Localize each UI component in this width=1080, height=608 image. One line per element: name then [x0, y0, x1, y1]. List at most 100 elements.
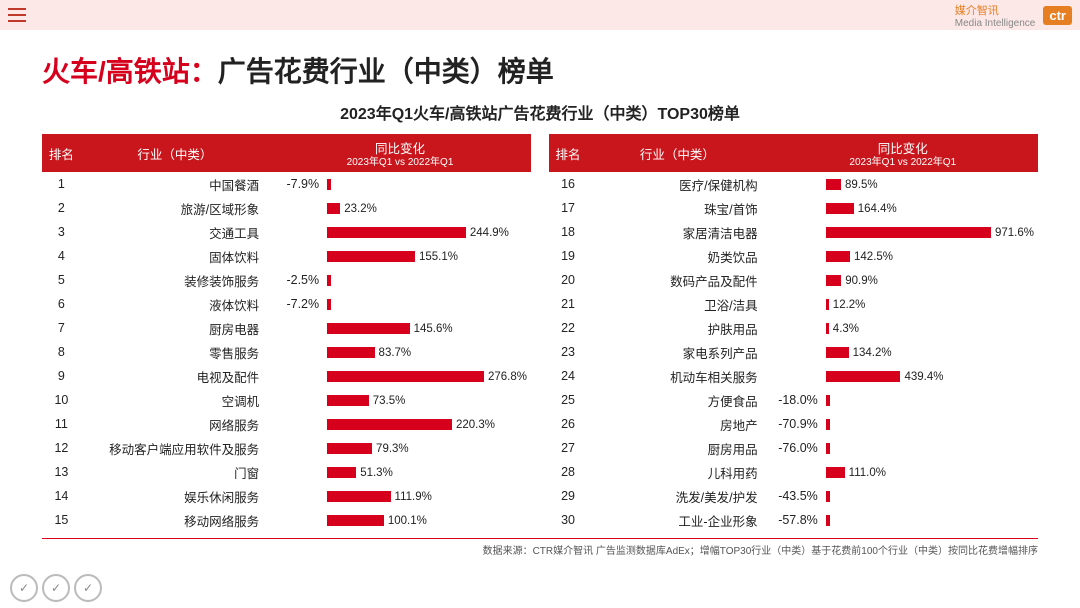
table-row: 15移动网络服务100.1% [42, 508, 531, 532]
table-row: 4固体饮料155.1% [42, 244, 531, 268]
neg-label-cell [269, 340, 323, 364]
bar-label: 89.5% [845, 179, 878, 191]
neg-label-cell [269, 436, 323, 460]
neg-marker [327, 179, 331, 190]
industry-cell: 移动网络服务 [81, 508, 269, 532]
bar-fill [826, 179, 841, 190]
industry-cell: 电视及配件 [81, 364, 269, 388]
bar-cell: 142.5% [822, 244, 1038, 268]
bar-cell: 145.6% [323, 316, 531, 340]
col-rank: 排名 [42, 134, 81, 172]
table-row: 12移动客户端应用软件及服务79.3% [42, 436, 531, 460]
right-table: 排名 行业（中类） 同比变化 2023年Q1 vs 2022年Q1 16医疗/保… [549, 134, 1038, 532]
table-row: 25方便食品-18.0% [549, 388, 1038, 412]
bar-label: 90.9% [845, 275, 878, 287]
bar-cell: 51.3% [323, 460, 531, 484]
rank-cell: 16 [549, 172, 587, 196]
brand: 媒介智讯 Media Intelligence ctr [955, 2, 1072, 29]
rank-cell: 14 [42, 484, 81, 508]
bar-fill [826, 203, 854, 214]
neg-label-cell [768, 244, 822, 268]
table-row: 23家电系列产品134.2% [549, 340, 1038, 364]
bar-cell: 155.1% [323, 244, 531, 268]
industry-cell: 空调机 [81, 388, 269, 412]
neg-label-cell [768, 460, 822, 484]
rank-cell: 27 [549, 436, 587, 460]
rank-cell: 30 [549, 508, 587, 532]
sgs-badge-icon [10, 574, 38, 602]
neg-label-cell [768, 220, 822, 244]
industry-cell: 娱乐休闲服务 [81, 484, 269, 508]
bar-fill [826, 347, 849, 358]
bar-fill [327, 227, 466, 238]
page-title: 火车/高铁站：广告花费行业（中类）榜单 [42, 50, 1038, 90]
table-row: 16医疗/保健机构89.5% [549, 172, 1038, 196]
neg-label-cell [269, 508, 323, 532]
neg-label-cell: -18.0% [768, 388, 822, 412]
bar-fill [826, 251, 850, 262]
bar-label: 79.3% [376, 443, 409, 455]
table-row: 28儿科用药111.0% [549, 460, 1038, 484]
neg-label-cell [768, 292, 822, 316]
bar-label: 111.0% [849, 467, 886, 479]
bar-label: 244.9% [470, 227, 509, 239]
left-table: 排名 行业（中类） 同比变化 2023年Q1 vs 2022年Q1 1中国餐酒-… [42, 134, 531, 532]
bar-cell: 134.2% [822, 340, 1038, 364]
rank-cell: 21 [549, 292, 587, 316]
industry-cell: 网络服务 [81, 412, 269, 436]
bar-fill [327, 395, 369, 406]
bar-label: 83.7% [379, 347, 412, 359]
neg-marker [826, 515, 830, 526]
title-prefix: 火车/高铁站： [42, 56, 218, 87]
table-row: 1中国餐酒-7.9% [42, 172, 531, 196]
table-row: 30工业-企业形象-57.8% [549, 508, 1038, 532]
bar-label: 12.2% [833, 299, 866, 311]
bar-label: 23.2% [344, 203, 377, 215]
neg-marker [826, 491, 830, 502]
rank-cell: 7 [42, 316, 81, 340]
slide-content: 火车/高铁站：广告花费行业（中类）榜单 2023年Q1火车/高铁站广告花费行业（… [0, 30, 1080, 563]
table-row: 22护肤用品4.3% [549, 316, 1038, 340]
bar-cell [323, 268, 531, 292]
neg-label-cell [269, 244, 323, 268]
table-row: 27厨房用品-76.0% [549, 436, 1038, 460]
brand-en: Media Intelligence [955, 18, 1036, 29]
table-row: 18家居清洁电器 971.6% [549, 220, 1038, 244]
rank-cell: 13 [42, 460, 81, 484]
rank-cell: 18 [549, 220, 587, 244]
industry-cell: 家居清洁电器 [587, 220, 768, 244]
bar-cell: 244.9% [323, 220, 531, 244]
menu-icon[interactable] [8, 8, 26, 22]
bar-label: 164.4% [858, 203, 897, 215]
bar-cell: 971.6% [822, 220, 1038, 244]
bar-cell: 220.3% [323, 412, 531, 436]
rank-cell: 29 [549, 484, 587, 508]
table-row: 21卫浴/洁具12.2% [549, 292, 1038, 316]
rank-cell: 23 [549, 340, 587, 364]
rank-cell: 12 [42, 436, 81, 460]
rank-cell: 28 [549, 460, 587, 484]
neg-label-cell [768, 172, 822, 196]
bar-fill [327, 419, 452, 430]
bar-cell: 439.4% [822, 364, 1038, 388]
bar-label: 971.6% [995, 227, 1034, 239]
rank-cell: 8 [42, 340, 81, 364]
bar-fill [826, 275, 841, 286]
bar-cell: 83.7% [323, 340, 531, 364]
bar-fill [327, 443, 372, 454]
rank-cell: 19 [549, 244, 587, 268]
neg-label-cell: -2.5% [269, 268, 323, 292]
industry-cell: 门窗 [81, 460, 269, 484]
rank-cell: 20 [549, 268, 587, 292]
industry-cell: 液体饮料 [81, 292, 269, 316]
neg-label-cell [269, 388, 323, 412]
bar-cell: 23.2% [323, 196, 531, 220]
rank-cell: 17 [549, 196, 587, 220]
neg-label-cell [768, 196, 822, 220]
table-row: 17珠宝/首饰 164.4% [549, 196, 1038, 220]
neg-label-cell: -43.5% [768, 484, 822, 508]
neg-label-cell [269, 220, 323, 244]
data-source: 数据来源：CTR媒介智讯 广告监测数据库AdEx；增幅TOP30行业（中类）基于… [42, 538, 1038, 557]
industry-cell: 珠宝/首饰 [587, 196, 768, 220]
bar-label: 155.1% [419, 251, 458, 263]
